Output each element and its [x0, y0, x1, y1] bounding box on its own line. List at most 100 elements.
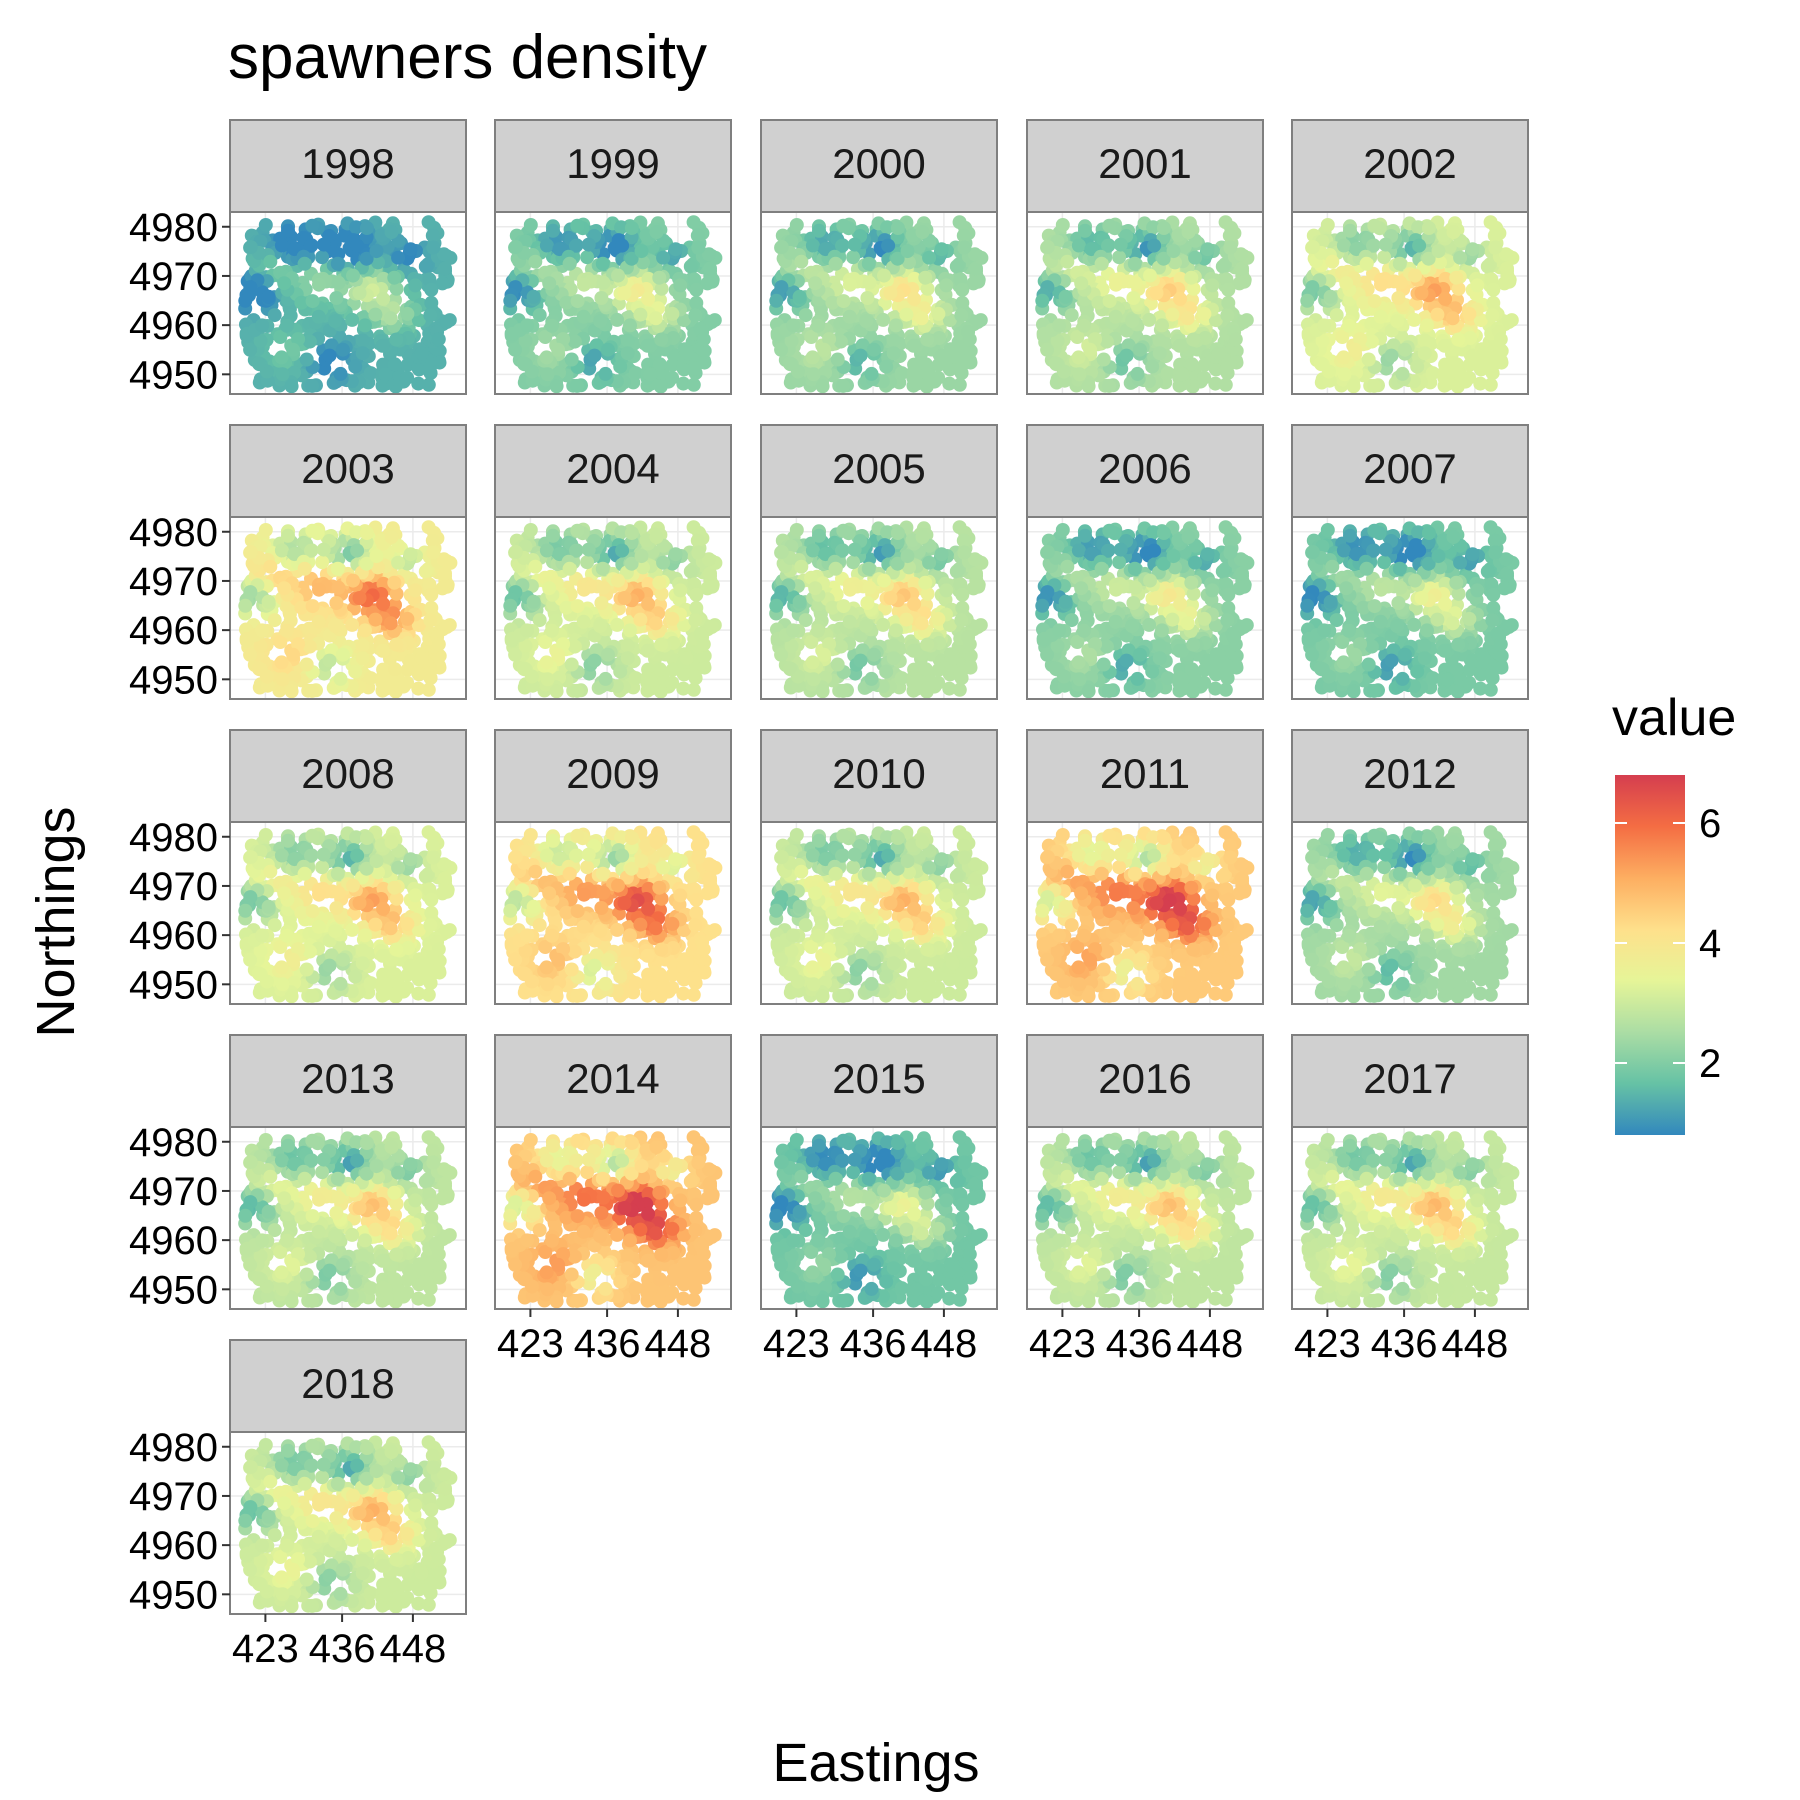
- data-point: [359, 526, 374, 540]
- data-point: [297, 256, 312, 271]
- data-point: [810, 623, 825, 638]
- data-point: [805, 350, 820, 365]
- data-point: [782, 661, 797, 676]
- data-point: [355, 346, 370, 361]
- data-point: [1325, 254, 1340, 269]
- data-point: [1113, 237, 1128, 252]
- data-point: [400, 675, 415, 690]
- data-point: [808, 276, 823, 291]
- data-point: [648, 311, 663, 326]
- data-point: [1384, 348, 1399, 363]
- data-point: [302, 639, 317, 654]
- data-point: [1465, 242, 1480, 257]
- data-point: [922, 250, 937, 265]
- data-point: [350, 543, 365, 558]
- data-point: [564, 657, 579, 672]
- data-point: [387, 270, 402, 285]
- data-point: [348, 664, 363, 679]
- data-point: [909, 367, 924, 382]
- data-point: [1188, 250, 1203, 265]
- data-point: [255, 318, 270, 333]
- data-point: [945, 346, 960, 361]
- data-point: [1451, 332, 1466, 347]
- data-point: [1229, 660, 1244, 675]
- data-point: [914, 311, 929, 326]
- data-point: [389, 281, 404, 296]
- data-point: [539, 543, 554, 558]
- data-point: [1048, 356, 1063, 371]
- data-point: [808, 581, 823, 596]
- facet-2002: 2002: [1291, 119, 1529, 395]
- data-point: [255, 623, 270, 638]
- data-point: [305, 523, 320, 538]
- data-point: [355, 333, 370, 348]
- data-point: [899, 307, 914, 322]
- facet-label: 1999: [566, 140, 659, 187]
- data-point: [1074, 581, 1089, 596]
- data-point: [1361, 352, 1376, 367]
- data-point: [1072, 672, 1087, 687]
- data-point: [1081, 684, 1096, 699]
- data-point: [291, 332, 306, 347]
- data-point: [598, 366, 613, 381]
- data-point: [907, 291, 922, 306]
- data-point: [883, 591, 898, 605]
- data-point: [1494, 355, 1509, 370]
- data-point: [1119, 653, 1134, 668]
- data-point: [528, 559, 543, 574]
- data-point: [1099, 639, 1114, 654]
- data-point: [696, 637, 711, 652]
- data-point: [1102, 378, 1117, 393]
- data-point: [1341, 318, 1356, 333]
- data-point: [330, 256, 345, 271]
- data-point: [920, 332, 935, 347]
- data-point: [952, 682, 967, 697]
- data-point: [581, 237, 596, 252]
- data-point: [1052, 623, 1067, 638]
- data-point: [877, 268, 891, 283]
- data-point: [900, 549, 915, 564]
- data-point: [279, 318, 294, 333]
- data-point: [805, 238, 820, 253]
- data-point: [1343, 223, 1357, 238]
- data-point: [546, 223, 560, 238]
- data-point: [376, 291, 391, 306]
- facet-2004: 2004: [494, 424, 732, 700]
- data-point: [828, 256, 843, 271]
- data-point: [1156, 221, 1171, 235]
- facet-label: 2003: [301, 445, 394, 492]
- data-point: [1055, 523, 1070, 537]
- data-point: [640, 643, 655, 658]
- data-point: [1112, 250, 1127, 265]
- data-point: [426, 240, 441, 255]
- data-point: [830, 352, 845, 367]
- data-point: [914, 616, 929, 631]
- data-point: [1430, 307, 1445, 322]
- data-point: [331, 275, 346, 290]
- data-point: [1186, 332, 1201, 347]
- data-point: [594, 596, 609, 610]
- data-point: [1076, 318, 1091, 333]
- data-point: [1076, 623, 1091, 638]
- data-point: [656, 555, 671, 570]
- data-point: [907, 596, 922, 611]
- data-point: [383, 311, 398, 326]
- data-point: [304, 238, 318, 253]
- data-point: [648, 616, 663, 631]
- data-point: [1414, 286, 1429, 300]
- data-point: [1128, 275, 1143, 290]
- data-point: [861, 561, 876, 576]
- data-point: [922, 555, 937, 570]
- facet-2006: 2006: [1026, 424, 1264, 700]
- data-point: [368, 612, 383, 627]
- data-point: [1317, 318, 1332, 333]
- data-point: [258, 218, 273, 232]
- data-point: [1336, 238, 1351, 253]
- data-point: [817, 647, 832, 662]
- data-point: [508, 545, 523, 559]
- data-point: [1200, 242, 1215, 257]
- data-point: [920, 637, 935, 652]
- data-point: [424, 295, 439, 310]
- data-point: [860, 596, 875, 610]
- data-point: [686, 520, 701, 535]
